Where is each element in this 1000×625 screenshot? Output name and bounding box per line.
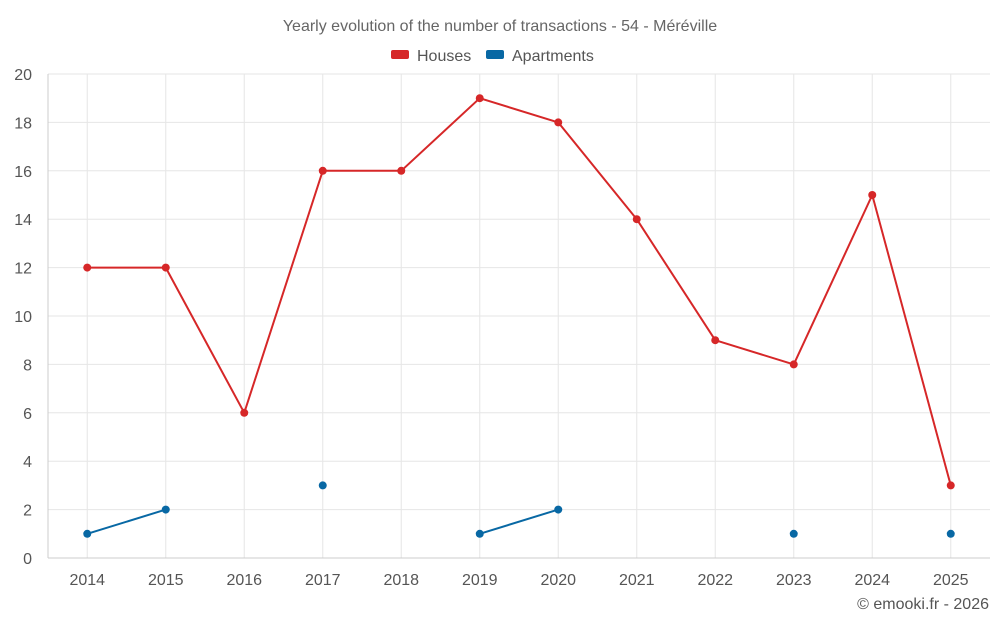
data-point-houses-2021[interactable] [632,215,641,224]
x-tick-label: 2019 [462,572,498,589]
series [83,94,955,538]
data-point-houses-2020[interactable] [554,118,563,127]
x-tick-label: 2018 [383,572,419,589]
y-tick-label: 10 [14,309,32,326]
credit-text: © emooki.fr - 2026 [857,596,989,613]
y-tick-label: 20 [14,67,32,84]
series-line-houses [557,121,638,221]
series-line-apartments [478,508,560,535]
data-point-houses-2018[interactable] [397,166,406,175]
x-tick-label: 2024 [854,572,890,589]
legend-label-apartments: Apartments [512,48,594,65]
data-point-apartments-2014[interactable] [83,529,92,538]
series-line-houses [714,339,795,366]
y-tick-label: 4 [23,454,32,471]
data-point-apartments-2019[interactable] [475,529,484,538]
legend-item-apartments[interactable]: Apartments [486,48,594,65]
x-tick-label: 2025 [933,572,969,589]
grid [48,73,990,559]
data-point-houses-2016[interactable] [240,408,249,417]
y-tick-label: 6 [23,406,32,423]
y-axis: 0 2 4 6 8 10 12 14 16 18 20 [14,67,49,568]
series-line-apartments [86,508,167,535]
data-point-houses-2023[interactable] [789,360,798,369]
x-tick-label: 2022 [697,572,733,589]
data-point-houses-2015[interactable] [161,263,170,272]
y-tick-label: 2 [23,503,32,520]
series-line-houses [400,97,481,172]
x-tick-label: 2020 [540,572,576,589]
x-tick-label: 2023 [776,572,812,589]
y-tick-label: 16 [14,164,32,181]
x-tick-label: 2014 [69,572,105,589]
x-tick-label: 2021 [619,572,655,589]
legend-label-houses: Houses [417,48,471,65]
legend: Houses Apartments [391,48,594,65]
legend-swatch-houses [391,50,409,59]
series-houses [83,94,955,490]
data-point-houses-2017[interactable] [318,166,327,175]
series-line-houses [164,266,246,414]
series-line-houses [792,194,874,366]
data-point-apartments-2015[interactable] [161,505,170,514]
y-tick-label: 0 [23,551,32,568]
data-point-houses-2022[interactable] [711,336,720,345]
y-tick-label: 12 [14,261,32,278]
legend-item-houses[interactable]: Houses [391,48,471,65]
y-tick-label: 14 [14,212,32,229]
legend-swatch-apartments [486,50,504,59]
data-point-houses-2019[interactable] [475,94,484,103]
series-line-houses [871,194,952,487]
series-line-houses [243,169,324,414]
x-tick-label: 2017 [305,572,341,589]
data-point-houses-2014[interactable] [83,263,92,272]
data-point-apartments-2017[interactable] [318,481,327,490]
series-line-houses [478,97,560,124]
data-point-apartments-2023[interactable] [789,529,798,538]
series-apartments [83,481,955,538]
y-tick-label: 8 [23,357,32,374]
data-point-apartments-2020[interactable] [554,505,563,514]
data-point-houses-2025[interactable] [946,481,955,490]
x-tick-label: 2015 [148,572,184,589]
data-point-houses-2024[interactable] [868,191,877,199]
series-line-houses [635,218,717,342]
y-tick-label: 18 [14,115,32,132]
chart-title: Yearly evolution of the number of transa… [283,18,717,35]
x-axis: 2014 2015 2016 2017 2018 2019 2020 2021 2022 2023… [48,557,990,589]
x-tick-label: 2016 [226,572,262,589]
data-point-apartments-2025[interactable] [946,529,955,538]
